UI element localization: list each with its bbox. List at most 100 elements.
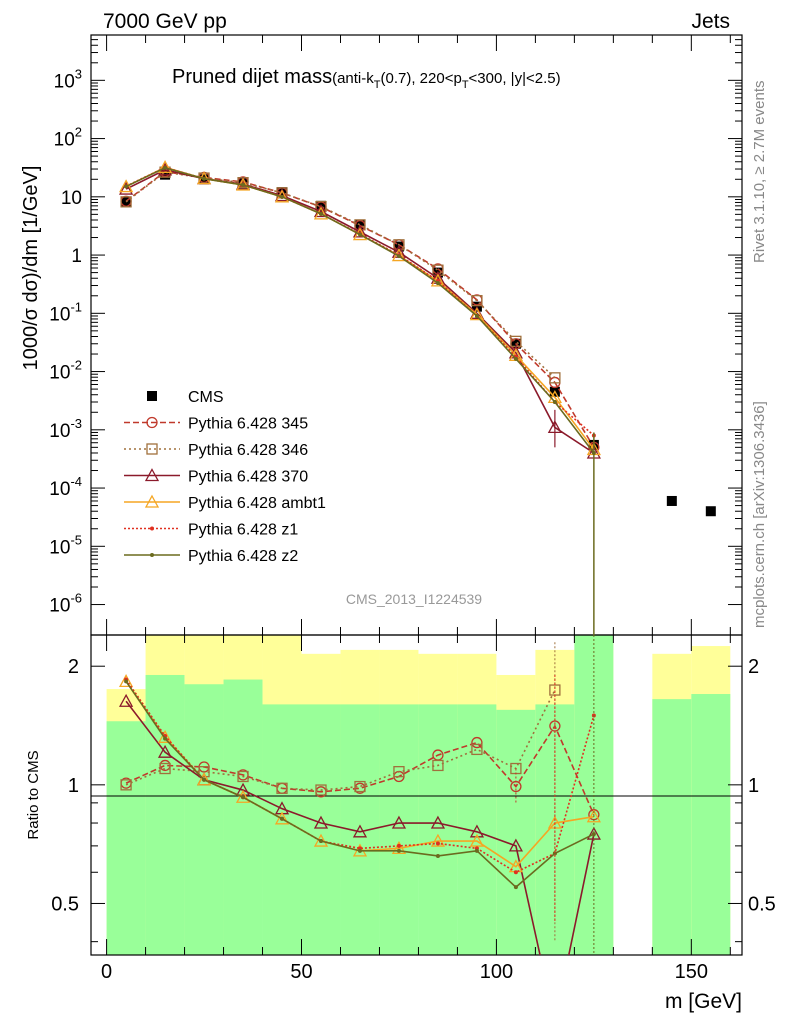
data-point [144,468,160,482]
data-point [354,780,366,793]
data-point [157,160,173,174]
top-y-tick-label: 102 [54,125,82,151]
data-point [124,184,129,189]
data-point [313,204,329,218]
x-ticks: 0 50 100 150 [101,35,731,983]
data-point [157,729,173,743]
top-y-tick-label: 10 [61,188,82,209]
legend-item: Pythia 6.428 346 [124,442,308,459]
data-point [202,777,207,782]
x-tick-label: 100 [480,961,513,983]
ratio-pythia-6-428-z2 [124,679,596,890]
data-point [352,227,368,241]
data-point [471,294,483,307]
band-green [301,704,341,955]
series-pythia-6-428-370 [118,162,601,459]
data-point [469,824,485,838]
bottom-series [118,635,601,955]
data-point [202,176,207,181]
band-green [496,709,536,955]
bottom-y-tick-label-right: 1 [748,775,759,797]
data-point [432,759,444,772]
data-point [474,313,479,318]
top-y-tick-label: 10-5 [49,532,82,558]
data-point [396,254,401,259]
band-green [184,684,224,955]
mcplots-label: mcplots.cern.ch [arXiv:1306.3436] [751,401,768,628]
data-point [318,211,323,216]
plot-title: Pruned dijet mass(anti-kT(0.7), 220<pT<3… [172,66,561,91]
series-pythia-6-428-346 [120,166,561,384]
category-label: Jets [691,10,730,33]
data-point [318,839,323,844]
legend: CMS Pythia 6.428 345 Pythia 6.428 346 Pythi… [124,389,326,565]
data-point [513,870,518,875]
bottom-y-tick-label-left: 1 [68,775,79,797]
rivet-label: Rivet 3.1.10, ≥ 2.7M events [751,81,768,264]
analysis-tag: CMS_2013_I1224539 [346,591,482,607]
top-y-axis-label: 1000/σ dσ)/dm [1/GeV] [20,166,42,371]
data-point [313,833,329,847]
series-line [125,166,595,450]
top-y-tick-label: 10-3 [49,416,82,442]
x-tick-label: 150 [675,961,708,983]
legend-label: Pythia 6.428 ambt1 [188,495,326,512]
data-point [396,848,401,853]
data-point [391,815,407,829]
x-tick-label: 0 [101,961,112,983]
bottom-y-tick-label-left: 0.5 [51,893,79,915]
data-point [586,809,601,823]
series-line [125,171,556,379]
band-green [535,704,575,955]
series-line [125,169,595,454]
data-point [508,838,523,852]
top-frame [90,34,743,636]
data-point [315,784,327,796]
band-green [691,694,731,955]
series-pythia-6-428-z2 [124,165,596,455]
band-green [262,704,302,955]
legend-item: Pythia 6.428 345 [124,416,308,433]
top-y-ticks: 10-6 10-5 10-4 10-3 10-2 10-1 1 10 102 103 [49,34,742,617]
data-point [391,840,407,854]
data-point [435,841,440,846]
data-point [150,526,154,531]
data-point [274,811,290,825]
data-point [196,772,212,786]
data-point [150,553,154,557]
band-green [106,721,146,955]
data-point [118,179,134,193]
top-y-tick-label: 10-2 [49,358,82,384]
band-green [457,704,497,955]
band-green [340,704,380,955]
data-point [120,779,132,791]
data-point [157,744,173,758]
data-point [549,372,561,384]
data-point [666,495,677,506]
data-point [241,795,246,800]
data-point [435,853,440,858]
legend-label: Pythia 6.428 z2 [188,548,298,565]
band-green [145,674,185,955]
data-point [198,766,210,778]
legend-label: CMS [188,389,224,406]
data-point [471,736,483,749]
bottom-y-ticks: 0.5 0.5 1 1 2 2 [51,656,776,943]
top-y-tick-label: 10-4 [49,474,82,500]
data-point [591,832,596,837]
data-point [146,416,158,429]
data-point [513,885,518,890]
bottom-y-tick-label-right: 2 [748,656,759,678]
legend-item: Pythia 6.428 z2 [124,548,298,565]
bottom-frame [90,634,743,956]
top-series [118,160,716,635]
data-point [235,782,251,796]
uncertainty-bands [106,635,731,955]
data-point [237,770,249,783]
data-point [552,400,557,405]
legend-item: CMS [147,389,224,406]
series-pythia-6-428-ambt1 [118,160,601,456]
data-point [118,693,134,707]
band-green [379,704,419,955]
